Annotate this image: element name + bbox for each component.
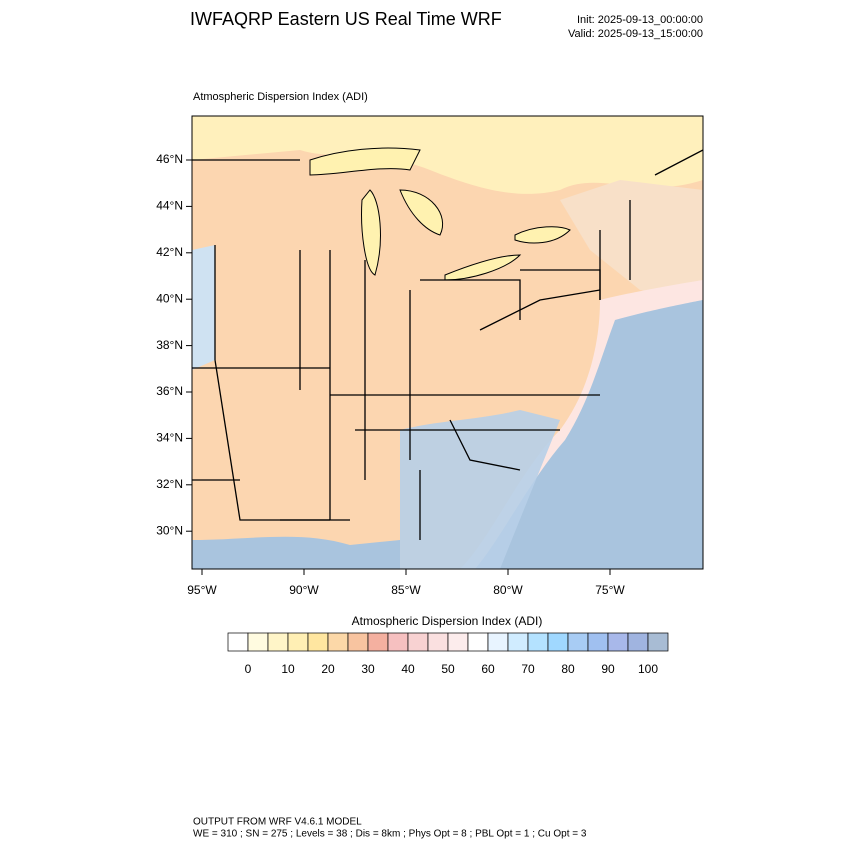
colorbar-swatch bbox=[387, 632, 409, 652]
map-frame bbox=[191, 115, 704, 570]
colorbar-swatch bbox=[507, 632, 529, 652]
colorbar-label: 60 bbox=[481, 662, 495, 676]
map-area bbox=[192, 116, 703, 569]
valid-time: Valid: 2025-09-13_15:00:00 bbox=[568, 28, 703, 40]
lat-label: 46°N bbox=[156, 152, 183, 166]
lon-label: 75°W bbox=[595, 583, 625, 597]
colorbar-swatch bbox=[447, 632, 469, 652]
colorbar-swatch bbox=[487, 632, 509, 652]
lat-label: 36°N bbox=[156, 384, 183, 398]
colorbar-label: 40 bbox=[401, 662, 415, 676]
colorbar-swatch bbox=[287, 632, 309, 652]
lon-label: 80°W bbox=[493, 583, 523, 597]
footer-line: OUTPUT FROM WRF V4.6.1 MODEL bbox=[193, 817, 362, 828]
lat-label: 32°N bbox=[156, 477, 183, 491]
colorbar-swatch bbox=[627, 632, 649, 652]
colorbar-swatch bbox=[427, 632, 449, 652]
colorbar-swatch bbox=[527, 632, 549, 652]
colorbar-label: 50 bbox=[441, 662, 455, 676]
lat-label: 30°N bbox=[156, 523, 183, 537]
colorbar-swatch bbox=[547, 632, 569, 652]
map-title: Atmospheric Dispersion Index (ADI) bbox=[193, 91, 368, 103]
lon-label: 90°W bbox=[289, 583, 319, 597]
colorbar-swatch bbox=[367, 632, 389, 652]
lat-label: 34°N bbox=[156, 431, 183, 445]
colorbar-swatch bbox=[327, 632, 349, 652]
init-time: Init: 2025-09-13_00:00:00 bbox=[577, 14, 703, 26]
lat-label: 38°N bbox=[156, 338, 183, 352]
colorbar-label: 10 bbox=[281, 662, 295, 676]
colorbar-label: 90 bbox=[601, 662, 615, 676]
colorbar-label: 70 bbox=[521, 662, 535, 676]
colorbar-label: 0 bbox=[245, 662, 252, 676]
footer-line: WE = 310 ; SN = 275 ; Levels = 38 ; Dis … bbox=[193, 829, 587, 840]
lat-label: 40°N bbox=[156, 291, 183, 305]
colorbar-swatch bbox=[307, 632, 329, 652]
lon-label: 95°W bbox=[187, 583, 217, 597]
colorbar-swatch bbox=[267, 632, 289, 652]
colorbar-title: Atmospheric Dispersion Index (ADI) bbox=[352, 614, 543, 628]
lon-label: 85°W bbox=[391, 583, 421, 597]
lat-label: 44°N bbox=[156, 199, 183, 213]
colorbar-swatch bbox=[247, 632, 269, 652]
colorbar-swatch bbox=[647, 632, 669, 652]
colorbar-label: 100 bbox=[638, 662, 658, 676]
colorbar-label: 30 bbox=[361, 662, 375, 676]
colorbar-swatch bbox=[347, 632, 369, 652]
colorbar-swatch bbox=[467, 632, 489, 652]
colorbar-swatch bbox=[607, 632, 629, 652]
colorbar-label: 20 bbox=[321, 662, 335, 676]
colorbar-swatch bbox=[587, 632, 609, 652]
lat-label: 42°N bbox=[156, 245, 183, 259]
colorbar-swatch bbox=[567, 632, 589, 652]
colorbar-label: 80 bbox=[561, 662, 575, 676]
colorbar-swatch bbox=[407, 632, 429, 652]
title: IWFAQRP Eastern US Real Time WRF bbox=[190, 9, 502, 29]
colorbar-swatch bbox=[227, 632, 249, 652]
